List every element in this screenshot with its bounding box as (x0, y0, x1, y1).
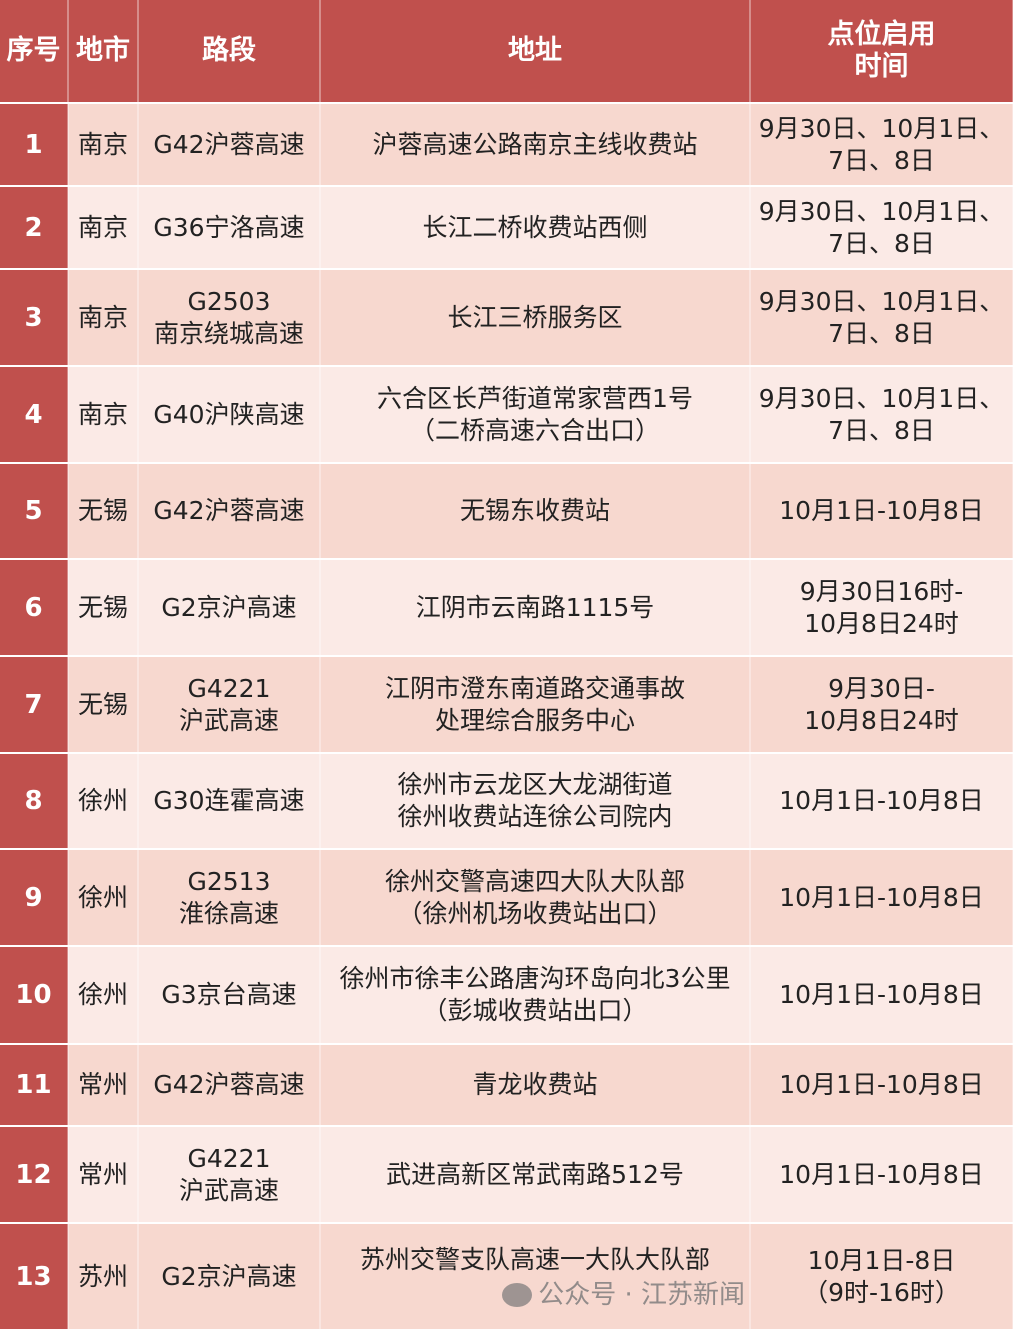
cell-index: 9 (0, 849, 69, 947)
cell-address: 徐州市云龙区大龙湖街道 徐州收费站连徐公司院内 (320, 753, 751, 850)
cell-city: 徐州 (68, 753, 139, 850)
cell-road: G42沪蓉高速 (138, 103, 321, 187)
cell-city: 南京 (68, 186, 139, 270)
table-row: 1 南京 G42沪蓉高速 沪蓉高速公路南京主线收费站 9月30日、10月1日、 7日、8… (0, 103, 1013, 187)
cell-index: 2 (0, 186, 69, 270)
wechat-icon (502, 1282, 533, 1307)
cell-road: G36宁洛高速 (138, 186, 321, 270)
table-row: 6 无锡 G2京沪高速 江阴市云南路1115号 9月30日16时- 10月8日24时 (0, 559, 1013, 657)
cell-road: G42沪蓉高速 (138, 1044, 321, 1127)
cell-time: 10月1日-10月8日 (750, 1044, 1013, 1127)
header-row: 序号 地市 路段 地址 点位启用 时间 (0, 0, 1013, 104)
table-row: 4 南京 G40沪陕高速 六合区长芦街道常家营西1号 （二桥高速六合出口） 9月30日、… (0, 366, 1013, 464)
cell-city: 南京 (68, 269, 139, 367)
cell-city: 无锡 (68, 656, 139, 754)
cell-time: 10月1日-10月8日 (750, 849, 1013, 947)
cell-address: 武进高新区常武南路512号 (320, 1126, 751, 1224)
cell-time: 9月30日、10月1日、 7日、8日 (750, 186, 1013, 270)
cell-city: 无锡 (68, 559, 139, 657)
cell-time: 9月30日、10月1日、 7日、8日 (750, 269, 1013, 367)
cell-time: 10月1日-10月8日 (750, 1126, 1013, 1224)
cell-road: G2京沪高速 (138, 1223, 321, 1331)
cell-address: 无锡东收费站 (320, 463, 751, 560)
cell-city: 苏州 (68, 1223, 139, 1331)
cell-address: 沪蓉高速公路南京主线收费站 (320, 103, 751, 187)
cell-road: G42沪蓉高速 (138, 463, 321, 560)
table-row: 8 徐州 G30连霍高速 徐州市云龙区大龙湖街道 徐州收费站连徐公司院内 10月1日-1… (0, 753, 1013, 850)
cell-index: 5 (0, 463, 69, 560)
cell-time: 9月30日、10月1日、 7日、8日 (750, 103, 1013, 187)
cell-address: 江阴市澄东南道路交通事故 处理综合服务中心 (320, 656, 751, 754)
cell-road: G4221 沪武高速 (138, 1126, 321, 1224)
cell-time: 10月1日-10月8日 (750, 463, 1013, 560)
cell-index: 13 (0, 1223, 69, 1331)
cell-road: G4221 沪武高速 (138, 656, 321, 754)
cell-road: G2513 淮徐高速 (138, 849, 321, 947)
table-row: 3 南京 G2503 南京绕城高速 长江三桥服务区 9月30日、10月1日、 7日、8日 (0, 269, 1013, 367)
cell-time: 9月30日16时- 10月8日24时 (750, 559, 1013, 657)
cell-address: 苏州交警支队高速一大队大队部 公众号 · 江苏新闻 (320, 1223, 751, 1331)
cell-city: 徐州 (68, 849, 139, 947)
cell-city: 无锡 (68, 463, 139, 560)
header-city: 地市 (68, 0, 139, 104)
cell-address: 青龙收费站 (320, 1044, 751, 1127)
cell-time: 10月1日-10月8日 (750, 753, 1013, 850)
cell-index: 11 (0, 1044, 69, 1127)
cell-index: 6 (0, 559, 69, 657)
cell-index: 12 (0, 1126, 69, 1224)
cell-road: G3京台高速 (138, 946, 321, 1045)
cell-city: 南京 (68, 103, 139, 187)
cell-address: 徐州市徐丰公路唐沟环岛向北3公里 （彭城收费站出口） (320, 946, 751, 1045)
header-road: 路段 (138, 0, 321, 104)
cell-index: 8 (0, 753, 69, 850)
cell-road: G2503 南京绕城高速 (138, 269, 321, 367)
header-address: 地址 (320, 0, 751, 104)
table-row: 2 南京 G36宁洛高速 长江二桥收费站西侧 9月30日、10月1日、 7日、8日 (0, 186, 1013, 270)
cell-time: 9月30日- 10月8日24时 (750, 656, 1013, 754)
table-row: 10 徐州 G3京台高速 徐州市徐丰公路唐沟环岛向北3公里 （彭城收费站出口） 10月1… (0, 946, 1013, 1045)
table-row: 13 苏州 G2京沪高速 苏州交警支队高速一大队大队部 公众号 · 江苏新闻 10月1… (0, 1223, 1013, 1331)
cell-index: 10 (0, 946, 69, 1045)
cell-road: G40沪陕高速 (138, 366, 321, 464)
cell-index: 7 (0, 656, 69, 754)
cell-index: 4 (0, 366, 69, 464)
cell-address: 江阴市云南路1115号 (320, 559, 751, 657)
cell-time: 10月1日-8日 （9时-16时） (750, 1223, 1013, 1331)
table-row: 11 常州 G42沪蓉高速 青龙收费站 10月1日-10月8日 (0, 1044, 1013, 1127)
cell-address: 长江三桥服务区 (320, 269, 751, 367)
cell-address: 长江二桥收费站西侧 (320, 186, 751, 270)
table-row: 5 无锡 G42沪蓉高速 无锡东收费站 10月1日-10月8日 (0, 463, 1013, 560)
cell-city: 常州 (68, 1126, 139, 1224)
cell-road: G2京沪高速 (138, 559, 321, 657)
cell-address: 徐州交警高速四大队大队部 （徐州机场收费站出口） (320, 849, 751, 947)
header-time: 点位启用 时间 (750, 0, 1013, 104)
cell-city: 南京 (68, 366, 139, 464)
cell-city: 常州 (68, 1044, 139, 1127)
cell-road: G30连霍高速 (138, 753, 321, 850)
table-row: 7 无锡 G4221 沪武高速 江阴市澄东南道路交通事故 处理综合服务中心 9月30日-… (0, 656, 1013, 754)
cell-time: 9月30日、10月1日、 7日、8日 (750, 366, 1013, 464)
cell-time: 10月1日-10月8日 (750, 946, 1013, 1045)
cell-index: 3 (0, 269, 69, 367)
header-index: 序号 (0, 0, 69, 104)
cell-index: 1 (0, 103, 69, 187)
watermark-text: 公众号 · 江苏新闻 (538, 1279, 745, 1310)
watermark: 公众号 · 江苏新闻 (325, 1280, 745, 1310)
table-row: 12 常州 G4221 沪武高速 武进高新区常武南路512号 10月1日-10月8日 (0, 1126, 1013, 1224)
table-row: 9 徐州 G2513 淮徐高速 徐州交警高速四大队大队部 （徐州机场收费站出口） 10月… (0, 849, 1013, 947)
cell-address: 六合区长芦街道常家营西1号 （二桥高速六合出口） (320, 366, 751, 464)
cell-city: 徐州 (68, 946, 139, 1045)
